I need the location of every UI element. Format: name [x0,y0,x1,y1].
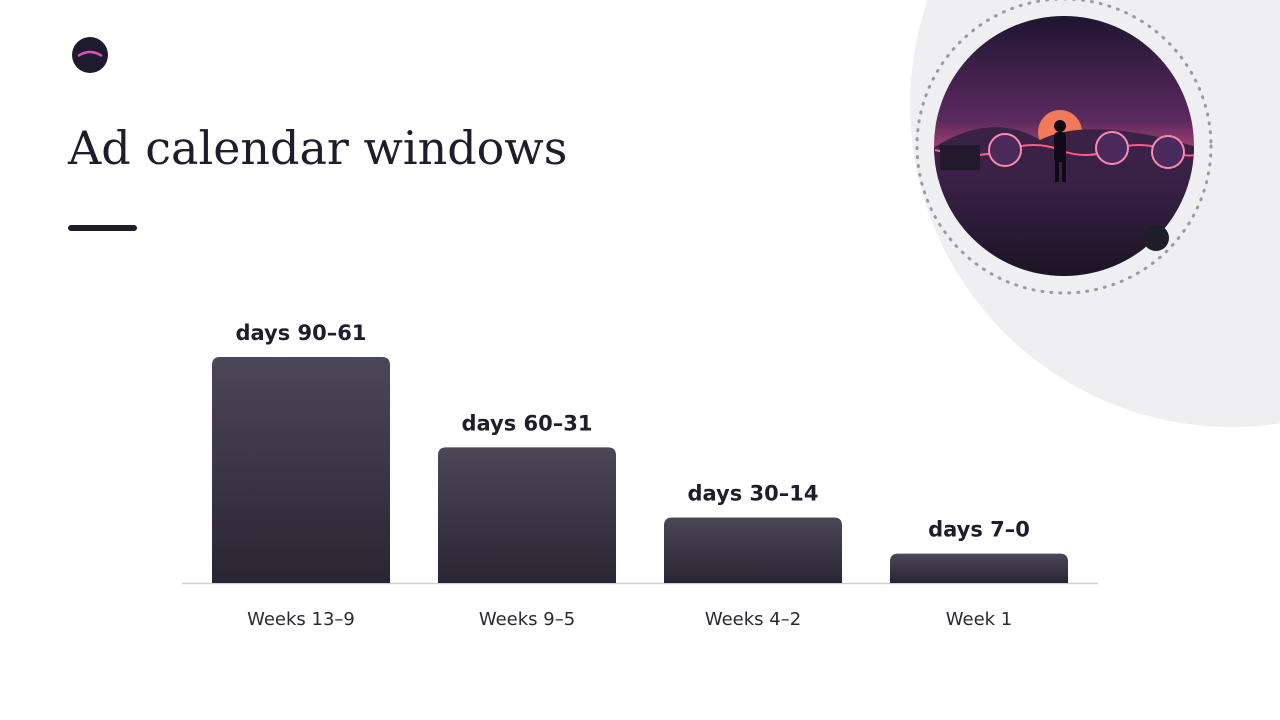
bar-label: days 30–14 [687,481,818,505]
bar [212,357,390,583]
title: Ad calendar windows [67,121,567,175]
title-underline [68,225,137,231]
dotted-ring [915,0,1213,295]
bar [438,447,616,583]
bar-label: days 90–61 [235,321,366,345]
logo [72,37,108,73]
bar [890,553,1068,583]
bar-label: days 60–31 [461,411,592,435]
x-tick-label: Weeks 4–2 [705,609,801,630]
bar [664,517,842,583]
hero-image [934,16,1194,276]
x-tick-label: Weeks 9–5 [479,609,575,630]
decor-dot [1143,225,1169,251]
x-tick-label: Weeks 13–9 [247,609,355,630]
logo-mark [77,50,103,58]
bar-label: days 7–0 [928,518,1030,542]
x-tick-label: Week 1 [946,609,1013,630]
